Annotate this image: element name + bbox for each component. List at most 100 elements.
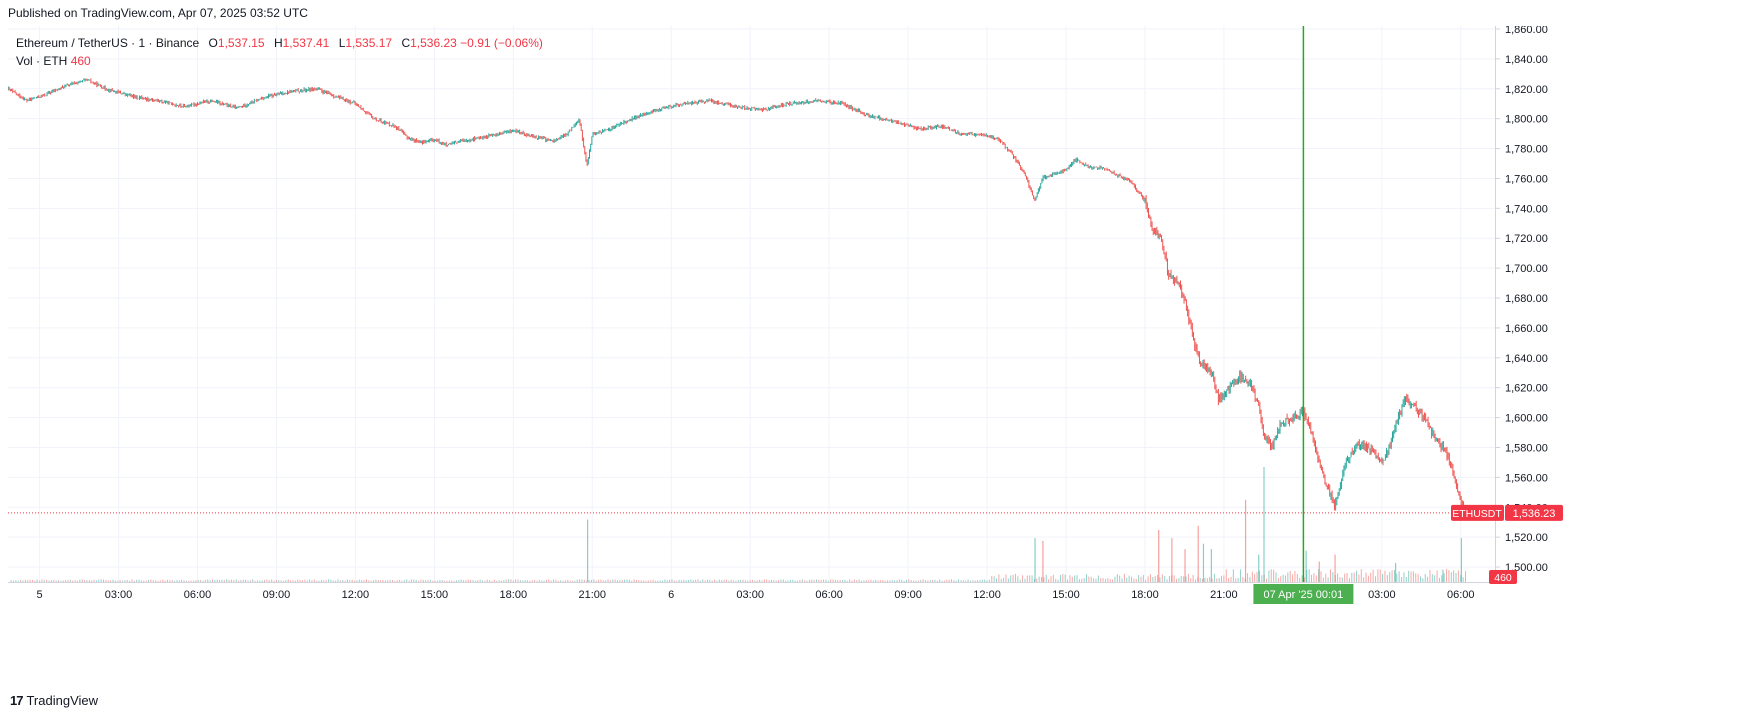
volume-bar bbox=[827, 580, 829, 582]
volume-bar bbox=[1318, 569, 1320, 582]
volume-bar bbox=[114, 580, 116, 582]
volume-bar bbox=[107, 580, 109, 582]
volume-bar bbox=[891, 580, 893, 582]
volume-bar bbox=[1249, 576, 1251, 582]
volume-bar bbox=[1204, 577, 1206, 582]
volume-bar bbox=[517, 579, 519, 582]
volume-bar bbox=[607, 579, 609, 582]
volume-bar bbox=[22, 580, 24, 582]
volume-bar bbox=[382, 580, 384, 582]
volume-bar bbox=[903, 580, 905, 582]
volume-bar bbox=[358, 579, 360, 582]
volume-spike bbox=[1318, 561, 1320, 582]
volume-bar bbox=[1202, 578, 1204, 582]
volume-bar bbox=[375, 579, 377, 582]
volume-bar bbox=[285, 580, 287, 582]
volume-bar bbox=[1441, 575, 1443, 582]
volume-bar bbox=[1062, 574, 1064, 582]
volume-bar bbox=[24, 579, 26, 582]
volume-bar bbox=[562, 580, 564, 582]
volume-bar bbox=[74, 580, 76, 582]
volume-bar bbox=[813, 579, 815, 582]
chart-panel[interactable]: 1,500.001,520.001,540.001,560.001,580.00… bbox=[8, 26, 1749, 684]
volume-bar bbox=[185, 580, 187, 582]
volume-bar bbox=[524, 579, 526, 582]
volume-bar bbox=[1462, 577, 1464, 582]
volume-bar bbox=[643, 580, 645, 582]
volume-bar bbox=[484, 580, 486, 582]
volume-bar bbox=[1306, 570, 1308, 582]
volume-bar bbox=[740, 579, 742, 582]
volume-bar bbox=[626, 579, 628, 582]
volume-label[interactable]: Vol · ETH bbox=[16, 54, 68, 68]
volume-bar bbox=[1412, 571, 1414, 582]
volume-bar bbox=[941, 580, 943, 582]
volume-bar bbox=[1055, 578, 1057, 582]
volume-bar bbox=[1308, 569, 1310, 582]
x-tick-label: 06:00 bbox=[1447, 589, 1475, 601]
volume-bar bbox=[297, 579, 299, 582]
volume-bar bbox=[728, 580, 730, 582]
tradingview-logo-icon: 17 bbox=[10, 693, 24, 708]
volume-bar bbox=[200, 580, 202, 582]
volume-bar bbox=[1211, 578, 1213, 582]
volume-bar bbox=[1367, 575, 1369, 582]
volume-spike bbox=[1171, 538, 1173, 582]
volume-bar bbox=[1403, 572, 1405, 582]
volume-bar bbox=[401, 580, 403, 582]
volume-bar bbox=[221, 579, 223, 582]
volume-bar bbox=[391, 580, 393, 582]
volume-bar bbox=[275, 580, 277, 582]
volume-bar bbox=[588, 580, 590, 582]
volume-bar bbox=[1199, 577, 1201, 582]
volume-bar bbox=[1095, 578, 1097, 582]
volume-bar bbox=[503, 580, 505, 582]
brand-name: TradingView bbox=[26, 693, 99, 708]
footer-brand[interactable]: 17 TradingView bbox=[10, 693, 98, 708]
volume-bar bbox=[1029, 575, 1031, 582]
volume-bar bbox=[498, 580, 500, 582]
volume-bar bbox=[600, 579, 602, 582]
volume-bar bbox=[1424, 573, 1426, 582]
volume-bar bbox=[995, 578, 997, 582]
volume-bar bbox=[444, 580, 446, 582]
volume-bar bbox=[306, 580, 308, 582]
volume-bar bbox=[1166, 579, 1168, 582]
volume-bar bbox=[581, 579, 583, 582]
volume-bar bbox=[254, 580, 256, 582]
volume-spike bbox=[1042, 540, 1044, 582]
price-chart[interactable]: 1,500.001,520.001,540.001,560.001,580.00… bbox=[8, 26, 1749, 684]
volume-bar bbox=[1453, 570, 1455, 582]
volume-bar bbox=[1382, 573, 1384, 582]
volume-bar bbox=[695, 579, 697, 582]
volume-bar bbox=[1261, 575, 1263, 582]
volume-bar bbox=[1422, 578, 1424, 582]
volume-bar bbox=[922, 579, 924, 582]
volume-bar bbox=[195, 580, 197, 582]
volume-bar bbox=[1183, 576, 1185, 582]
volume-bar bbox=[1090, 576, 1092, 582]
volume-bar bbox=[1438, 577, 1440, 582]
volume-bar bbox=[1464, 571, 1466, 582]
volume-bar bbox=[1121, 578, 1123, 582]
volume-bar bbox=[304, 579, 306, 582]
volume-bar bbox=[1225, 569, 1227, 582]
volume-bar bbox=[171, 580, 173, 582]
symbol-title[interactable]: Ethereum / TetherUS · 1 · Binance bbox=[16, 36, 200, 50]
volume-bar bbox=[901, 579, 903, 582]
volume-bar bbox=[436, 580, 438, 582]
volume-bar bbox=[1168, 575, 1170, 582]
volume-bar bbox=[747, 580, 749, 582]
volume-bar bbox=[550, 580, 552, 582]
volume-bar bbox=[529, 580, 531, 582]
volume-bar bbox=[1242, 576, 1244, 582]
volume-bar bbox=[235, 579, 237, 582]
volume-bar bbox=[917, 580, 919, 582]
volume-bar bbox=[1145, 579, 1147, 582]
volume-bar bbox=[714, 579, 716, 582]
volume-bar bbox=[1194, 579, 1196, 582]
volume-bar bbox=[1048, 579, 1050, 582]
volume-bar bbox=[233, 580, 235, 582]
volume-bar bbox=[889, 580, 891, 582]
volume-bar bbox=[538, 579, 540, 582]
